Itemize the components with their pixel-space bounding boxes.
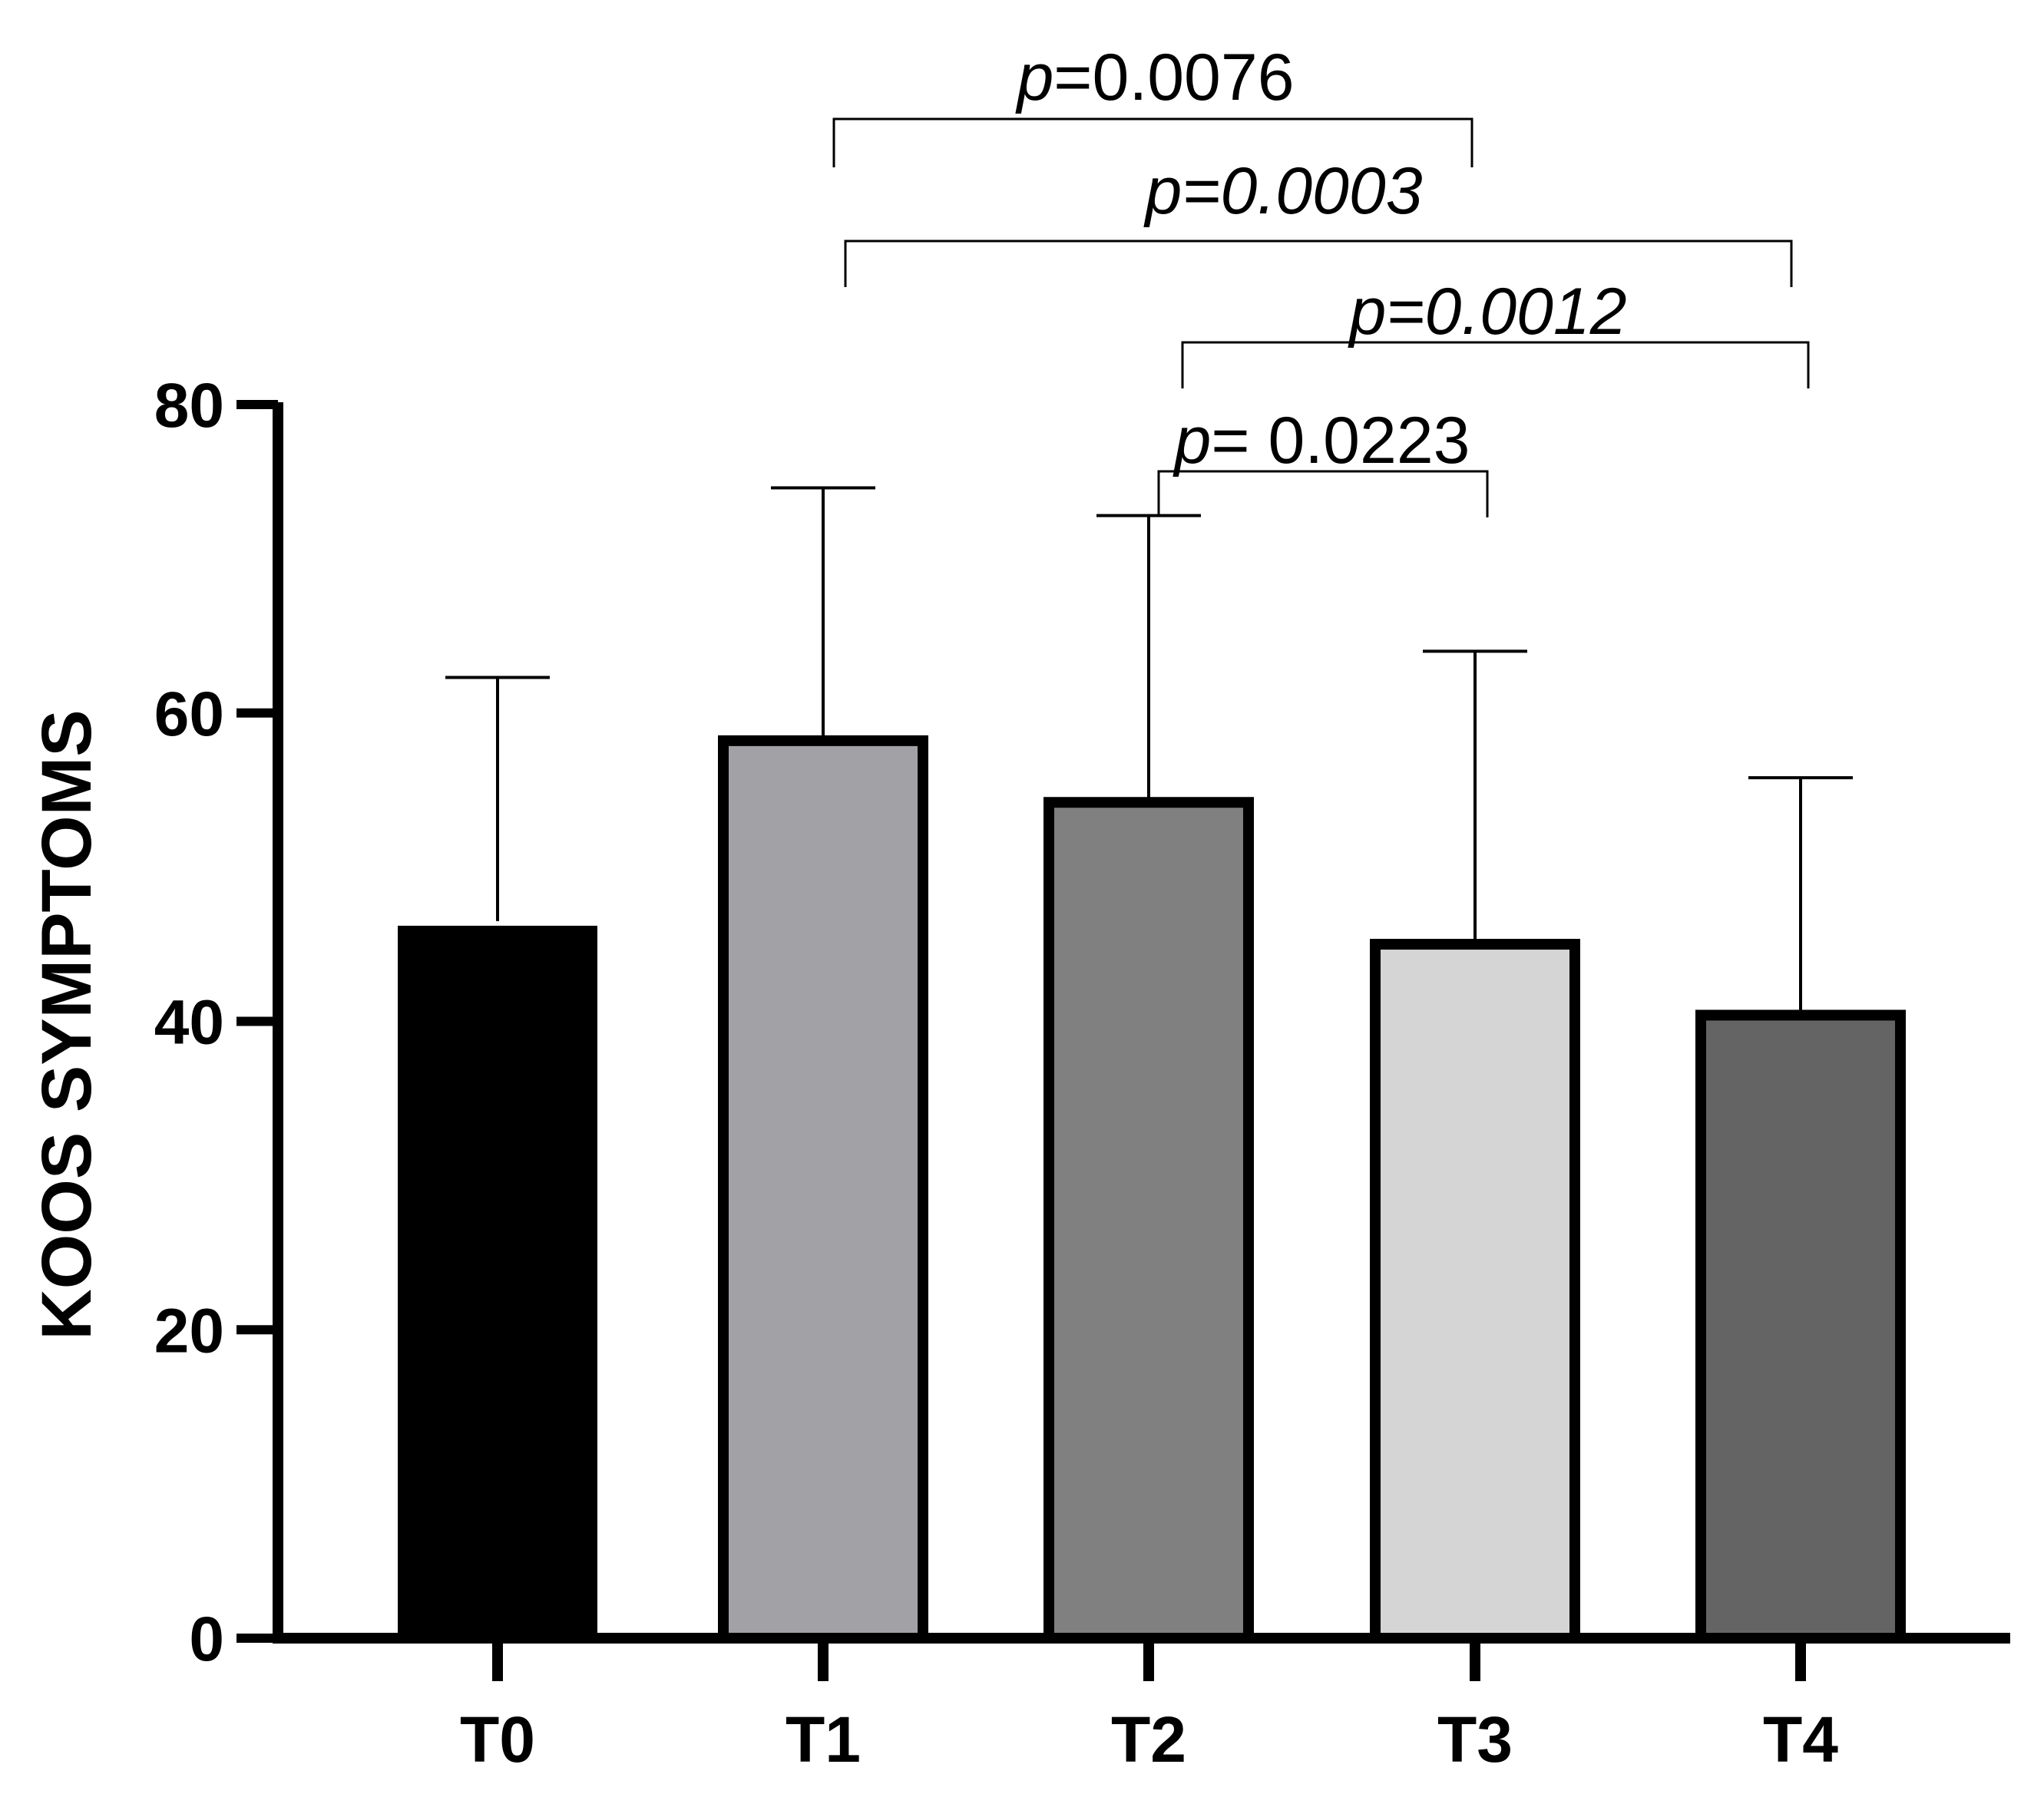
x-tick-label-t0: T0 bbox=[460, 1703, 535, 1776]
bar-t0 bbox=[398, 925, 597, 1638]
y-tick-label-20: 20 bbox=[154, 1296, 224, 1366]
y-tick-label-80: 80 bbox=[154, 371, 224, 441]
x-tick-label-t3: T3 bbox=[1437, 1703, 1513, 1776]
p-value-label-t1-t3: p=0.0076 bbox=[1014, 41, 1294, 114]
p-symbol: p bbox=[1347, 275, 1386, 349]
p-symbol: p bbox=[1014, 41, 1053, 114]
p-value-text: = 0.0223 bbox=[1211, 404, 1470, 477]
significance-bracket-t1-t4 bbox=[844, 240, 1793, 287]
y-tick-label-0: 0 bbox=[189, 1604, 224, 1674]
p-symbol: p bbox=[1172, 404, 1212, 477]
significance-bracket-t1-t3 bbox=[832, 117, 1473, 167]
y-axis-title: KOOS SYMPTOMS bbox=[28, 709, 106, 1340]
p-value-text: =0.0012 bbox=[1386, 275, 1626, 349]
p-value-label-t2-t3: p= 0.0223 bbox=[1172, 404, 1470, 477]
p-value-label-t2-t4: p=0.0012 bbox=[1347, 275, 1626, 349]
bars-layer bbox=[398, 735, 1906, 1644]
bar-t2 bbox=[1043, 797, 1254, 1644]
x-tick-label-t1: T1 bbox=[786, 1703, 861, 1776]
x-tick-label-t4: T4 bbox=[1763, 1703, 1838, 1776]
significance-bracket-t2-t4 bbox=[1181, 341, 1810, 388]
axes-layer: 0 20 40 60 80 T0 T1 T2 T3 T4 bbox=[154, 371, 2010, 1776]
bar-t4 bbox=[1695, 1009, 1906, 1644]
error-bars-layer bbox=[445, 486, 1853, 1011]
p-value-label-t1-t4: p=0.0003 bbox=[1143, 154, 1422, 228]
p-value-text: =0.0076 bbox=[1053, 41, 1294, 114]
significance-bracket-t2-t3 bbox=[1157, 470, 1489, 517]
y-tick-label-40: 40 bbox=[154, 988, 224, 1058]
bar-t1 bbox=[718, 735, 928, 1644]
y-tick-label-60: 60 bbox=[154, 679, 224, 749]
x-tick-label-t2: T2 bbox=[1111, 1703, 1186, 1776]
bar-t3 bbox=[1370, 939, 1580, 1644]
p-value-text: =0.0003 bbox=[1182, 154, 1422, 228]
p-symbol: p bbox=[1143, 154, 1182, 228]
